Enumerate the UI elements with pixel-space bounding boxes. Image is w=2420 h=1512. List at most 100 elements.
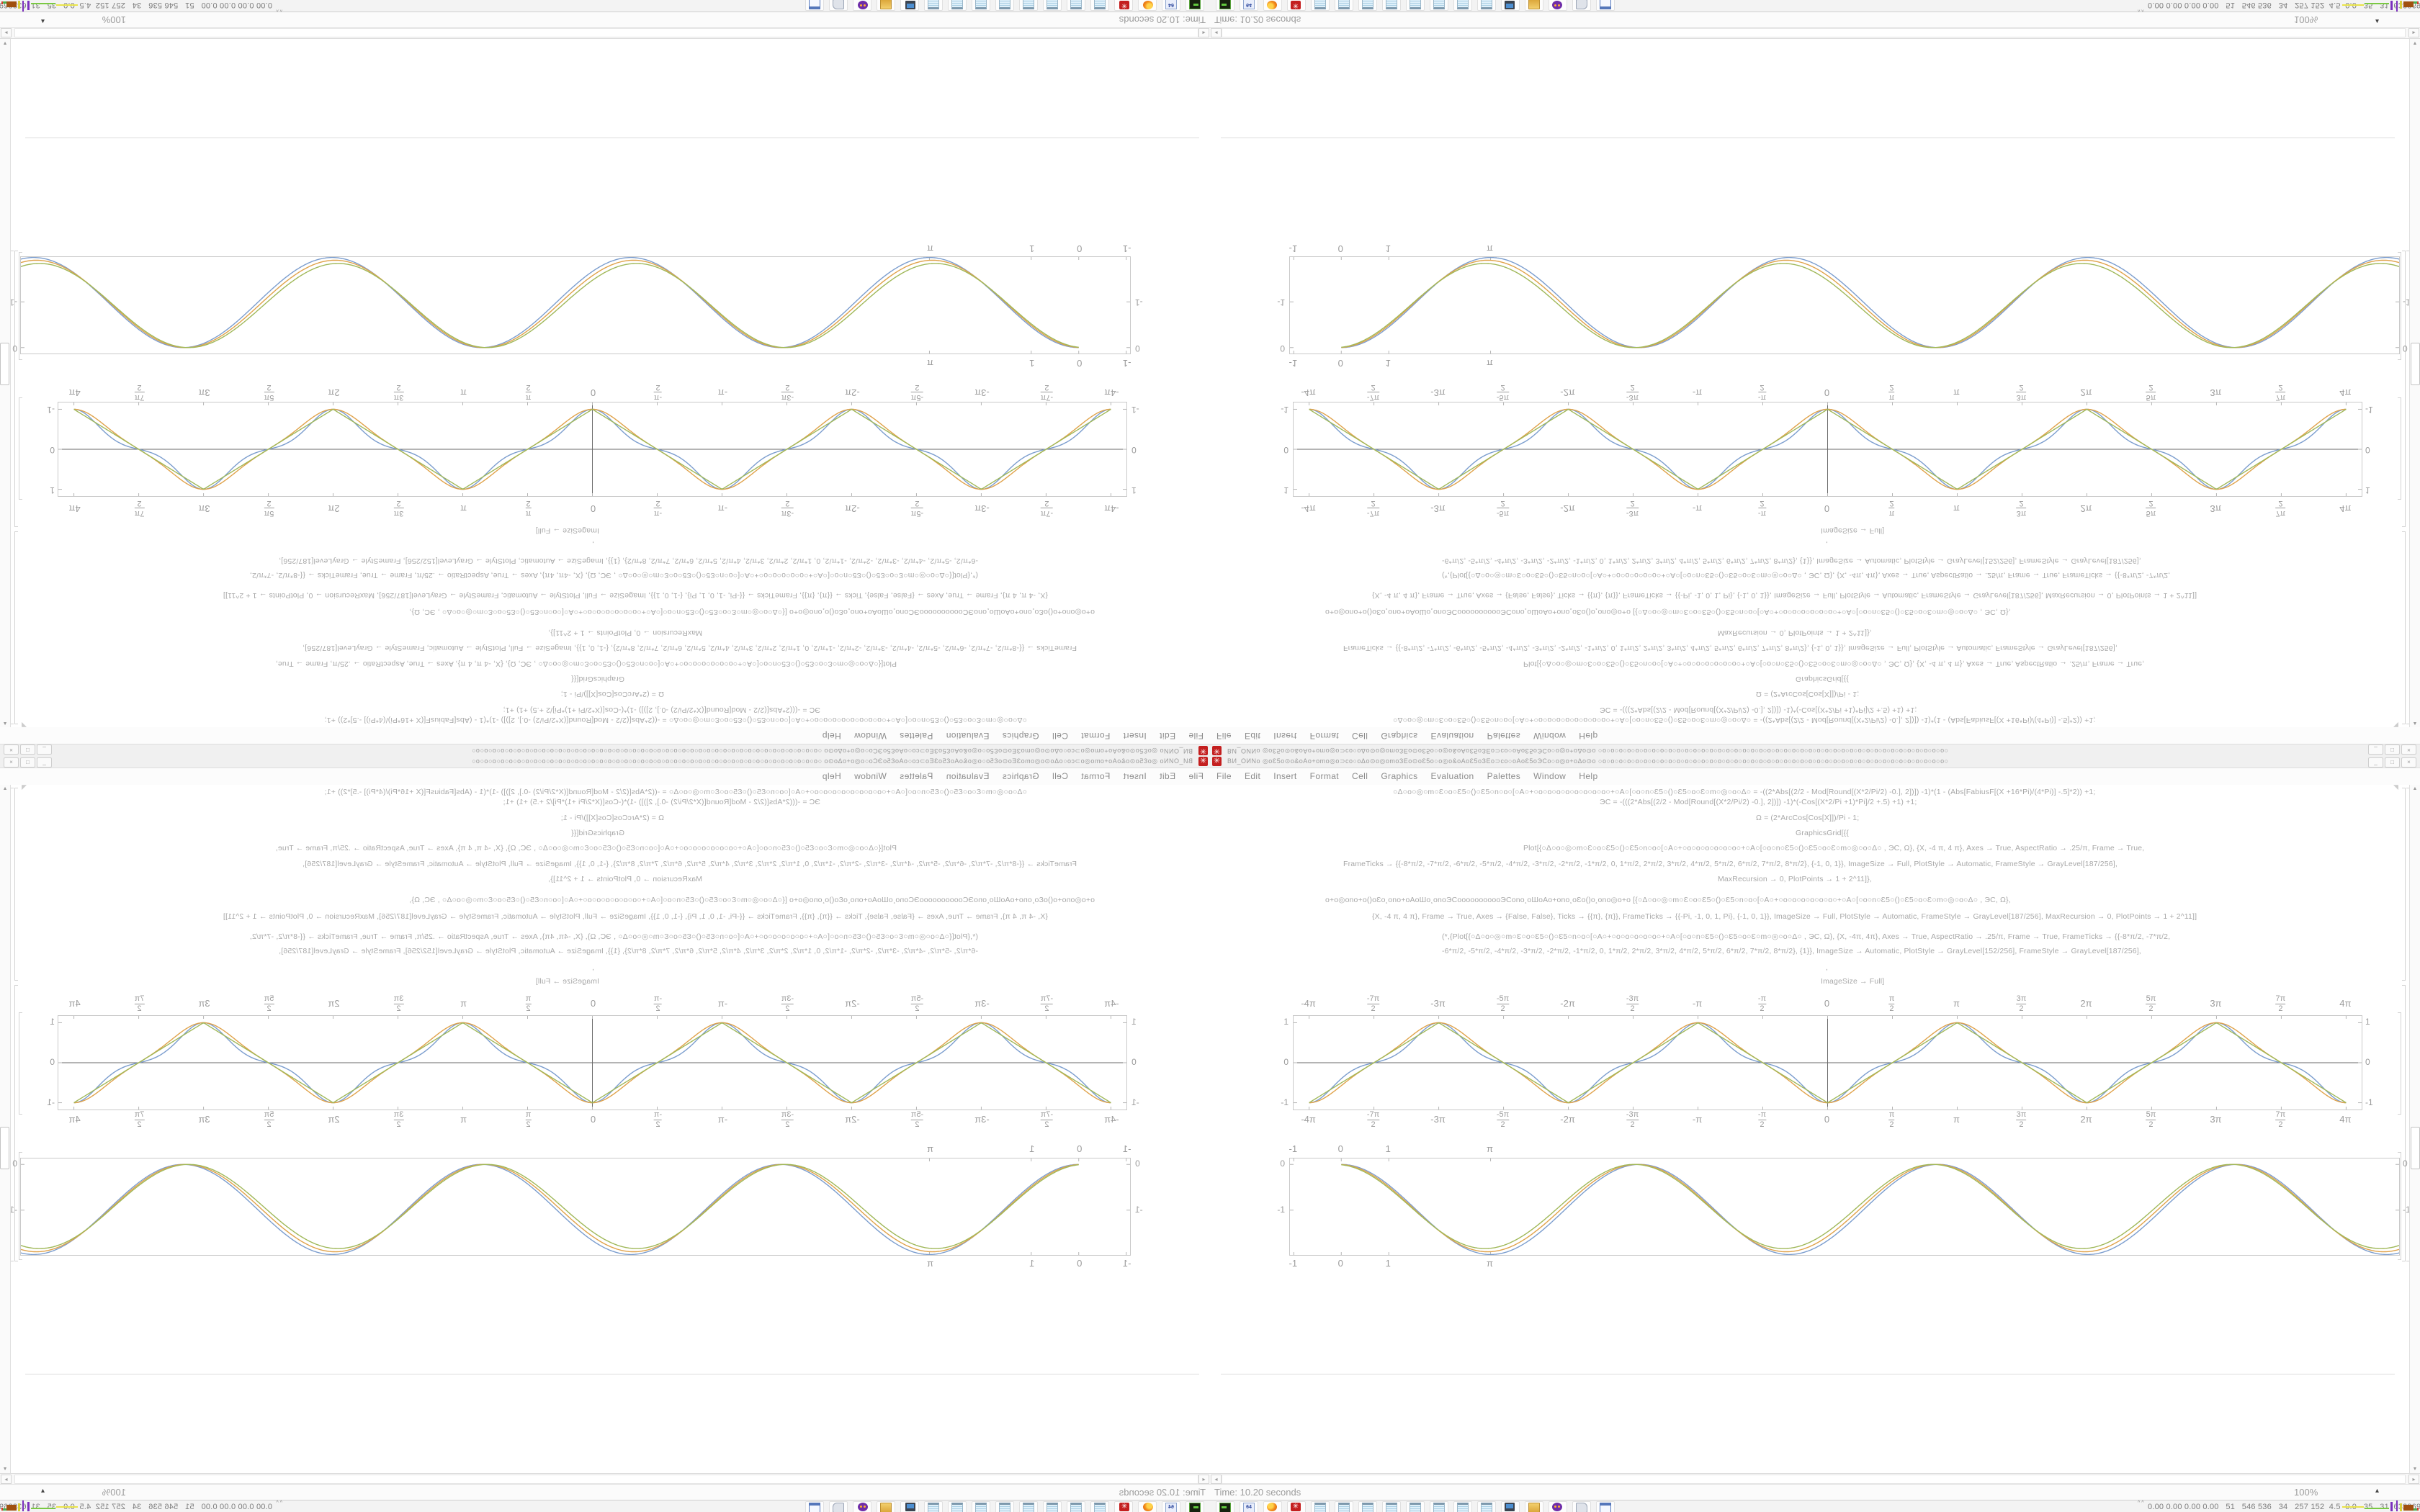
scroll-down-icon[interactable]: ▼ [2412,1467,2418,1472]
code-line-2[interactable]: Ω = (2*ArcCos[Cos[X]])/Pi - 1; [560,690,664,698]
window-titlebar[interactable]: ✳ ВИ_ОИNo ◎oƐ5o⊙o&oAo+omo◎o⊃сo○oΔo⊙o◎omo… [0,744,1210,756]
code-line-4[interactable]: Plot[{○Δ○o○◎○m○Ɛ○o○Ɛ5○()○Ɛ5○n○o○[○A○+○o○… [1523,844,2145,852]
magnification-value[interactable]: 100% [102,14,126,25]
taskbar-button-8[interactable] [995,0,1014,11]
close-button[interactable]: × [2401,757,2416,768]
menu-edit[interactable]: Edit [1159,771,1176,781]
taskbar-button-6[interactable] [1043,0,1062,11]
magnification-value[interactable]: 100% [2294,14,2318,25]
taskbar-button-13[interactable] [1525,0,1543,11]
taskbar-button-11[interactable] [924,1501,943,1512]
scroll-down-icon[interactable]: ▼ [2,40,8,45]
code-line-8[interactable]: {X, -4 π, 4 π}, Frame → True, Axes → {Fa… [223,912,1048,921]
taskbar-button-4[interactable] [1311,0,1330,11]
menu-format[interactable]: Format [1309,731,1340,741]
scroll-right-icon[interactable]: ▸ [2408,1475,2419,1484]
taskbar-button-7[interactable] [1019,1501,1038,1512]
sysmon-expand-icon[interactable]: ^ ^ [2138,1500,2144,1506]
window-titlebar[interactable]: ✳ ВИ_ОИNo ◎oƐ5o⊙o&oAo+omo◎o⊃сo○oΔo⊙o◎omo… [0,756,1210,768]
menu-edit[interactable]: Edit [1244,771,1261,781]
taskbar-button-10[interactable] [1453,1501,1472,1512]
menu-palettes[interactable]: Palettes [1487,771,1521,781]
vertical-scrollbar-thumb[interactable] [2411,1127,2420,1169]
vertical-scrollbar-thumb[interactable] [0,1127,9,1169]
magnification-value[interactable]: 100% [2294,1487,2318,1498]
minimize-button[interactable]: _ [37,744,52,755]
code-line-4[interactable]: Plot[{○Δ○o○◎○m○Ɛ○o○Ɛ5○()○Ɛ5○n○o○[○A○+○o○… [275,844,897,852]
code-line-10[interactable]: -6*π/2, -5*π/2, -4*π/2, -3*π/2, -2*π/2, … [279,557,978,565]
menu-evaluation[interactable]: Evaluation [1430,771,1474,781]
taskbar-button-11[interactable] [924,0,943,11]
menu-evaluation[interactable]: Evaluation [946,771,990,781]
taskbar-button-3[interactable]: ✳ [1114,1501,1133,1512]
taskbar-button-7[interactable] [1019,0,1038,11]
menu-graphics[interactable]: Graphics [1002,731,1039,741]
vertical-scrollbar-thumb[interactable] [0,343,9,385]
taskbar-button-12[interactable] [1501,0,1520,11]
taskbar-button-5[interactable] [1335,0,1353,11]
taskbar-button-6[interactable] [1043,1501,1062,1512]
magnification-value[interactable]: 100% [102,1487,126,1498]
menu-insert[interactable]: Insert [1123,731,1147,741]
taskbar-button-3[interactable]: ✳ [1287,0,1306,11]
menu-format[interactable]: Format [1309,771,1340,781]
menu-edit[interactable]: Edit [1244,731,1261,741]
cell-bracket-4[interactable] [2398,1152,2401,1260]
menu-file[interactable]: File [1216,731,1232,741]
code-line-3[interactable]: GraphicsGrid[{{ [1796,675,1850,683]
taskbar-button-11[interactable] [1477,0,1496,11]
menu-file[interactable]: File [1188,771,1204,781]
code-line-5[interactable]: FrameTicks → {{-8*π/2, -7*π/2, -6*π/2, -… [302,644,1077,652]
scroll-up-icon[interactable]: ▲ [2412,721,2418,726]
menu-cell[interactable]: Cell [1352,771,1368,781]
horizontal-scrollbar-track[interactable] [14,1475,1198,1484]
sysmon-expand-icon[interactable]: ^ ^ [2138,6,2144,12]
cell-bracket-1[interactable] [2402,531,2406,724]
taskbar-button-8[interactable] [1406,1501,1425,1512]
code-line-10[interactable]: -6*π/2, -5*π/2, -4*π/2, -3*π/2, -2*π/2, … [279,947,978,955]
cell-bracket-3[interactable] [2398,397,2401,500]
menu-cell[interactable]: Cell [1052,771,1068,781]
vertical-scrollbar-thumb[interactable] [2411,343,2420,385]
taskbar-button-9[interactable] [972,1501,990,1512]
horizontal-scrollbar[interactable]: ◂ ▸ [0,1473,1210,1484]
code-line-0[interactable]: ○Δ○o○◎○m○Ɛ○o○Ɛ5○()○Ɛ5○n○o○[○A○+○o○o○o○o○… [324,716,1027,724]
menu-evaluation[interactable]: Evaluation [946,731,990,741]
vertical-scrollbar[interactable]: ▲ ▼ [2409,785,2420,1473]
menu-window[interactable]: Window [853,731,887,741]
close-button[interactable]: × [4,757,19,768]
horizontal-scrollbar[interactable]: ◂ ▸ [1210,1473,2420,1484]
taskbar-button-10[interactable] [948,1501,967,1512]
menu-format[interactable]: Format [1080,731,1111,741]
taskbar-button-2[interactable] [1263,0,1282,11]
taskbar-button-6[interactable] [1358,0,1377,11]
scroll-up-icon[interactable]: ▲ [2,786,8,791]
taskbar-button-9[interactable] [972,0,990,11]
cell-bracket-1[interactable] [2402,788,2406,981]
menu-palettes[interactable]: Palettes [899,731,933,741]
menu-window[interactable]: Window [853,771,887,781]
taskbar-button-8[interactable] [995,1501,1014,1512]
horizontal-scrollbar[interactable]: ◂ ▸ [1210,28,2420,39]
code-line-10[interactable]: -6*π/2, -5*π/2, -4*π/2, -3*π/2, -2*π/2, … [1442,557,2141,565]
code-line-7[interactable]: o+o◎ono+o()oƐo¸ono+oAoШo¸onoЭCoooooooooo… [409,608,1095,616]
sysmon-expand-icon[interactable]: ^ ^ [276,6,282,12]
code-line-8[interactable]: {X, -4 π, 4 π}, Frame → True, Axes → {Fa… [1372,591,2197,600]
code-line-6[interactable]: MaxRecursion → 0, PlotPoints → 1 + 2^11]… [548,875,702,883]
code-line-11[interactable]: , [1826,540,1829,549]
code-line-1[interactable]: ЭC = -(((2*Abs[(2/2 - Mod[Round[(X*2/Pi/… [1600,798,1917,806]
code-line-9[interactable]: (*,{Plot[{○Δ○o○◎○m○Ɛ○o○Ɛ5○()○Ɛ5○n○o○[○A○… [1442,571,2171,580]
scroll-up-icon[interactable]: ▲ [2412,786,2418,791]
code-line-4[interactable]: Plot[{○Δ○o○◎○m○Ɛ○o○Ɛ5○()○Ɛ5○n○o○[○A○+○o○… [1523,660,2145,668]
cell-bracket-3[interactable] [19,397,22,500]
window-titlebar[interactable]: ✳ ВИ_ОИNo ◎oƐ5o⊙o&oAo+omo◎o⊃сo○oΔo⊙o◎omo… [1210,744,2420,756]
menu-cell[interactable]: Cell [1052,731,1068,741]
minimize-button[interactable]: _ [2368,744,2383,755]
menu-window[interactable]: Window [1533,771,1567,781]
taskbar-button-15[interactable] [1572,1501,1591,1512]
taskbar-button-5[interactable] [1335,1501,1353,1512]
taskbar-button-13[interactable] [877,0,895,11]
code-line-12[interactable]: ImageSize → Full] [1821,977,1885,986]
taskbar-button-10[interactable] [1453,0,1472,11]
taskbar-button-13[interactable] [877,1501,895,1512]
